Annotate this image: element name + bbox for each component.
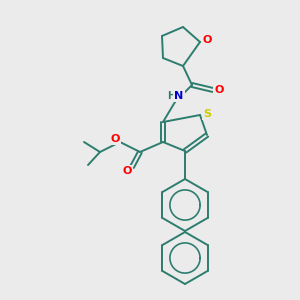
Text: O: O xyxy=(110,134,120,144)
Text: H: H xyxy=(167,91,175,101)
Text: S: S xyxy=(203,109,211,119)
Text: N: N xyxy=(174,91,184,101)
Text: O: O xyxy=(202,35,212,45)
Text: O: O xyxy=(122,166,132,176)
Text: O: O xyxy=(214,85,224,95)
